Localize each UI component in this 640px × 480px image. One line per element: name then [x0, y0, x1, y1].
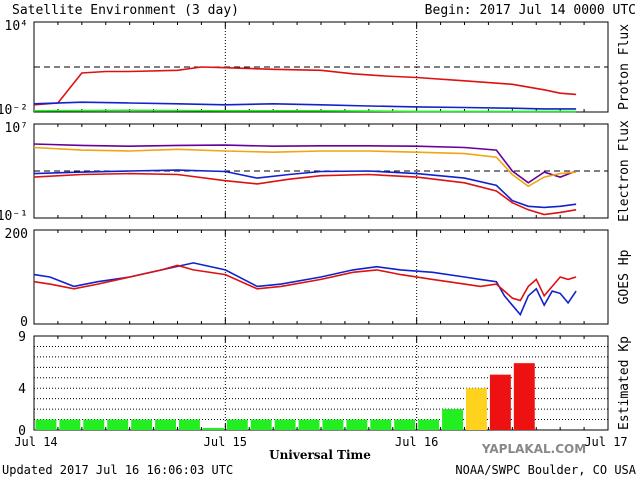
y-tick-label-bottom: 0: [20, 315, 28, 330]
y-axis-label: Estimated Kp: [617, 336, 632, 430]
y-tick-label: 4: [18, 382, 26, 397]
x-axis-label: Universal Time: [269, 448, 371, 462]
kp-bar: [107, 419, 129, 430]
begin-time: Begin: 2017 Jul 14 0000 UTC: [425, 3, 636, 18]
series-green: [33, 109, 577, 113]
kp-bar: [35, 419, 57, 430]
kp-bar: [370, 419, 392, 430]
kp-bar: [442, 409, 463, 430]
x-tick-labels: Jul 14 Jul 15 Jul 16 Jul 17: [14, 435, 627, 449]
panel-goes_hp: 200 0 GOES Hp: [5, 227, 632, 330]
y-tick-label: 9: [18, 330, 26, 345]
x-tick-label: Jul 17: [584, 435, 627, 449]
y-tick-label-bottom: 10⁻¹: [0, 209, 28, 224]
x-tick-label: Jul 15: [204, 435, 247, 449]
kp-bar: [83, 419, 105, 430]
series-blue: [33, 169, 577, 209]
kp-bar: [394, 419, 416, 430]
series-orange: [33, 146, 577, 188]
series-red: [33, 264, 577, 302]
series-blue: [33, 101, 577, 110]
chart-title: Satellite Environment (3 day): [12, 3, 239, 18]
y-tick-label-top: 10⁷: [5, 121, 28, 136]
credit: NOAA/SWPC Boulder, CO USA: [455, 463, 636, 477]
x-tick-label: Jul 14: [14, 435, 57, 449]
y-tick-label-top: 10⁴: [5, 19, 28, 34]
kp-bar: [179, 419, 200, 430]
x-tick-label: Jul 16: [395, 435, 438, 449]
panel-proton: 10⁴ 10⁻² Proton Flux: [0, 19, 632, 118]
kp-bar: [418, 419, 440, 430]
series-red: [33, 66, 577, 106]
panel-kp: 9 4 0 Estimated Kp: [18, 330, 632, 439]
kp-bar: [346, 419, 368, 430]
kp-bar: [155, 419, 176, 430]
y-axis-label: Proton Flux: [617, 24, 632, 110]
kp-bar: [250, 419, 272, 430]
kp-bar: [202, 427, 224, 430]
updated-time: Updated 2017 Jul 16 16:06:03 UTC: [2, 463, 233, 477]
panels: 10⁴ 10⁻² Proton Flux 10⁷ 10⁻¹ Electron Flux 20…: [0, 19, 632, 439]
series-purple: [33, 143, 577, 184]
kp-bar: [131, 419, 153, 430]
kp-bar: [298, 419, 320, 430]
panel-frame: [33, 21, 609, 113]
kp-bar: [274, 419, 296, 430]
y-tick-label: 0: [18, 424, 26, 439]
kp-bar: [513, 363, 535, 430]
kp-bar: [466, 388, 487, 430]
y-axis-label: GOES Hp: [617, 249, 632, 304]
y-tick-label-top: 200: [5, 227, 28, 242]
kp-bar: [489, 374, 511, 430]
series-blue: [33, 262, 577, 317]
y-tick-label-bottom: 10⁻²: [0, 103, 28, 118]
kp-bar: [226, 419, 248, 430]
kp-bar: [322, 419, 344, 430]
kp-bar: [59, 419, 81, 430]
y-axis-label: Electron Flux: [617, 120, 632, 222]
watermark: YAPLAKAL.COM: [481, 442, 586, 456]
series-red: [33, 172, 577, 216]
panel-electron: 10⁷ 10⁻¹ Electron Flux: [0, 120, 632, 224]
